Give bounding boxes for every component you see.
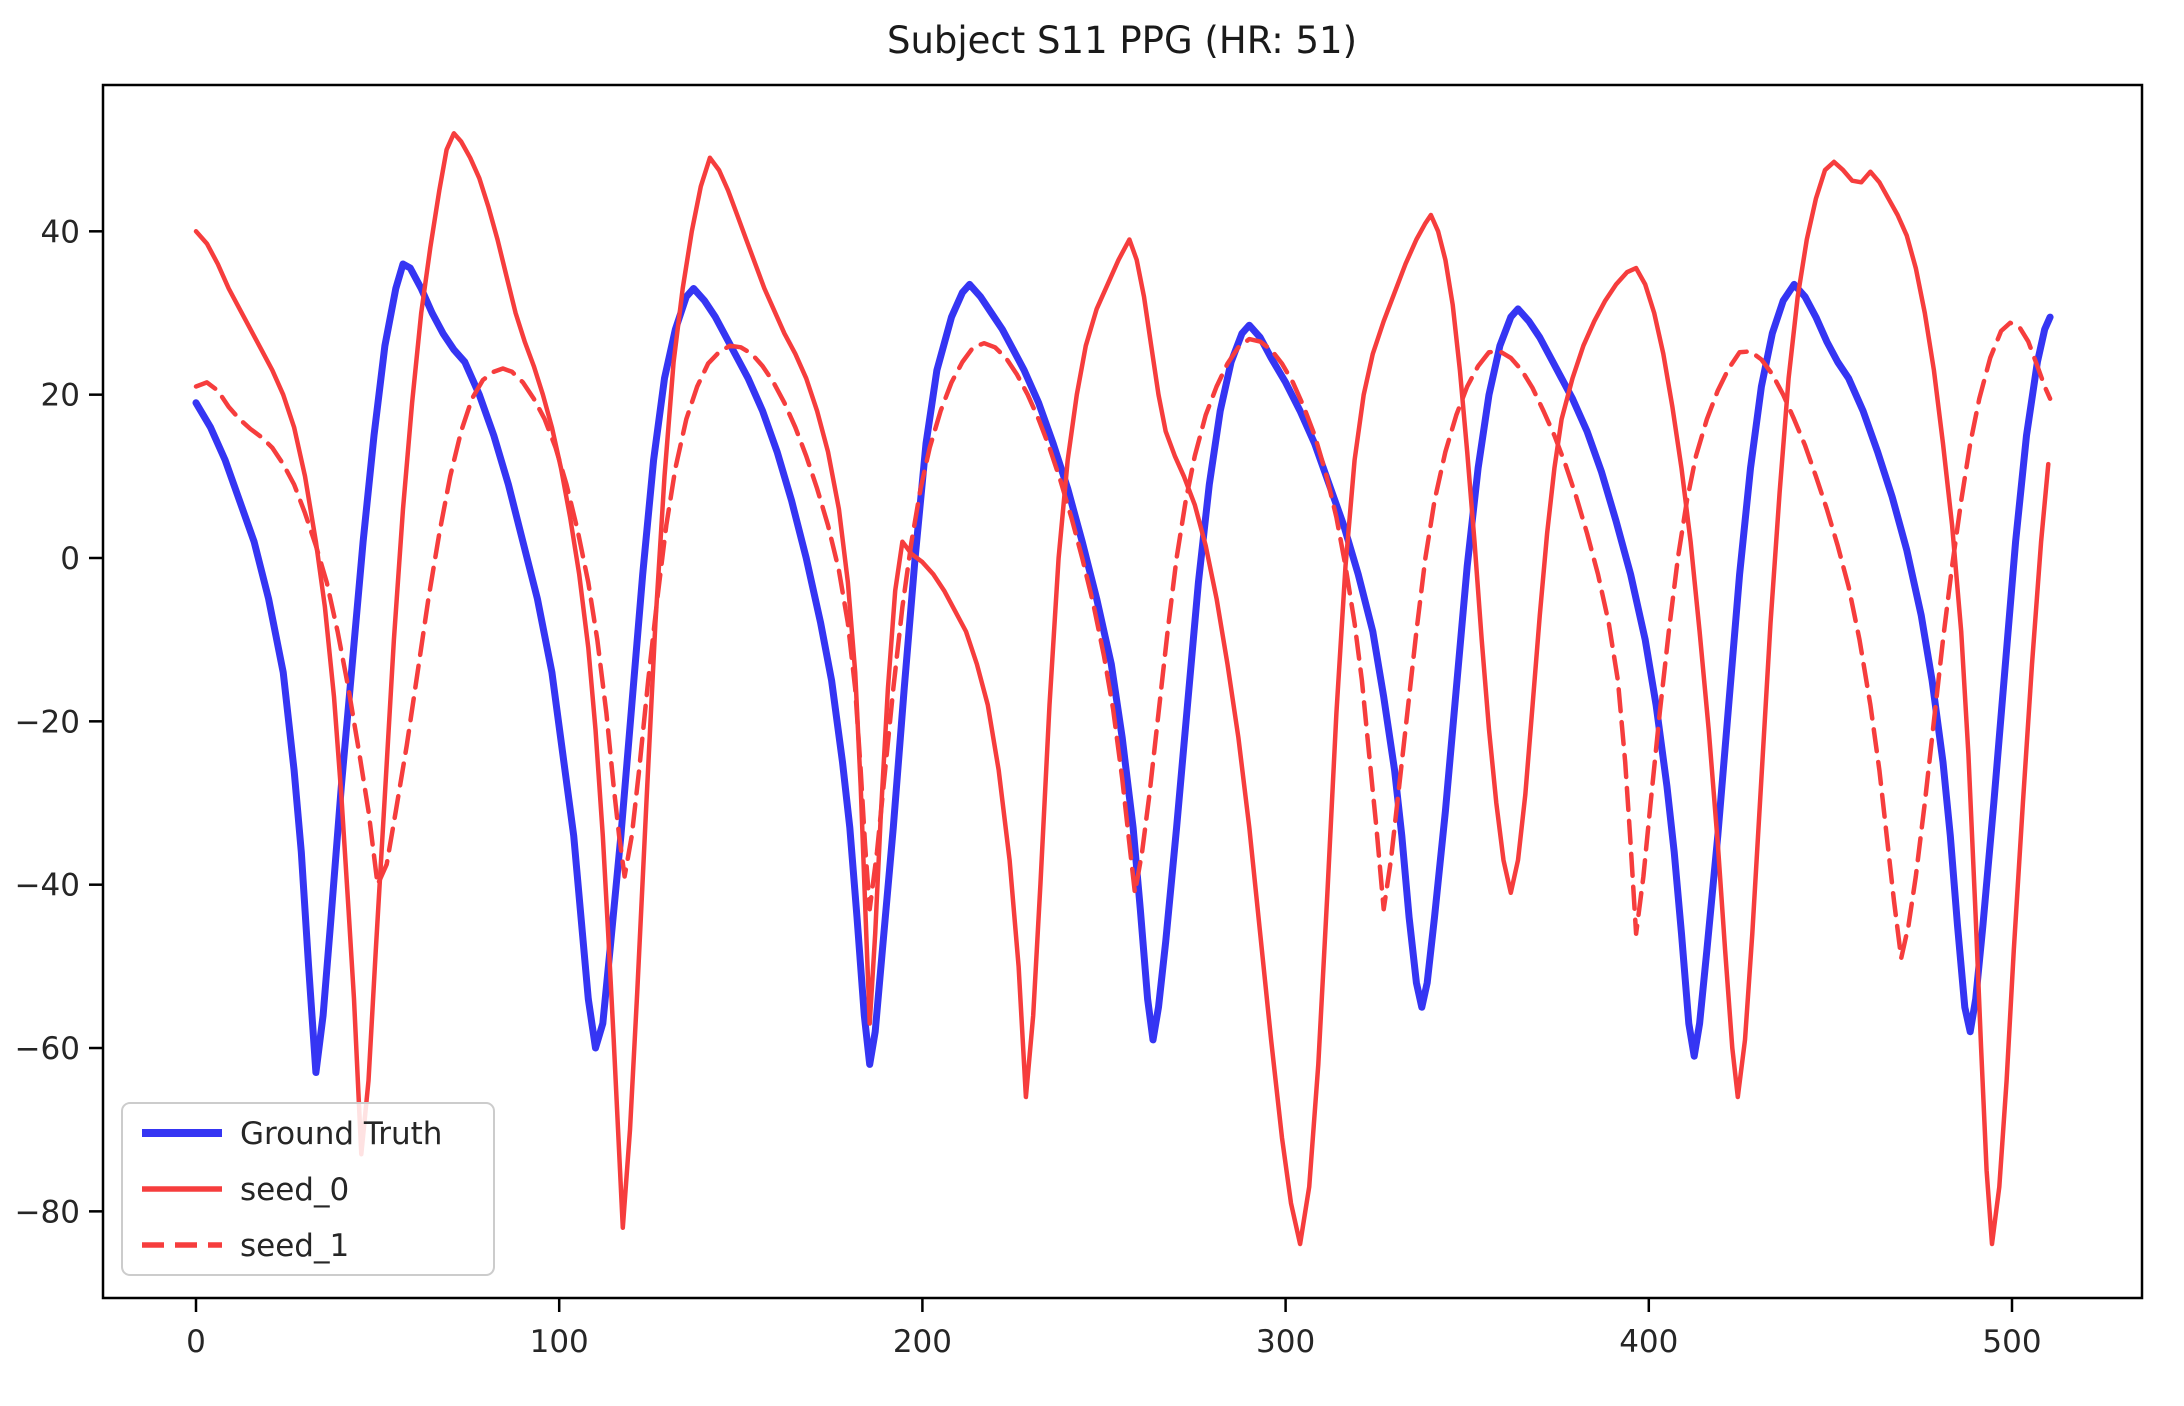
y-tick-label: −80	[15, 1194, 80, 1230]
legend-label-3: seed_1	[240, 1228, 349, 1264]
y-tick-label: 0	[60, 541, 80, 577]
y-tick-label: 40	[41, 214, 80, 250]
data-series	[192, 131, 2054, 1247]
x-tick-label: 200	[893, 1324, 952, 1360]
y-tick-label: −40	[15, 868, 80, 904]
series-seed-0-line	[193, 131, 2051, 1247]
legend-label-2: seed_0	[240, 1172, 349, 1208]
chart-title: Subject S11 PPG (HR: 51)	[887, 19, 1357, 62]
series-ground-truth-line	[192, 260, 2054, 1076]
x-tick-label: 500	[1982, 1324, 2041, 1360]
x-tick-label: 0	[186, 1324, 206, 1360]
legend-label-1: Ground Truth	[240, 1116, 442, 1152]
series-seed-1-line	[193, 320, 2053, 961]
legend-frame	[121, 1102, 495, 1276]
x-tick-label: 400	[1619, 1324, 1678, 1360]
x-tick-label: 100	[530, 1324, 589, 1360]
x-tick-label: 300	[1256, 1324, 1315, 1360]
legend-box: Ground Truth seed_0 seed_1	[121, 1102, 495, 1276]
y-tick-label: 20	[41, 378, 80, 414]
y-tick-label: −20	[15, 704, 80, 740]
plot-border	[101, 83, 2144, 1300]
y-tick-label: −60	[15, 1031, 80, 1067]
